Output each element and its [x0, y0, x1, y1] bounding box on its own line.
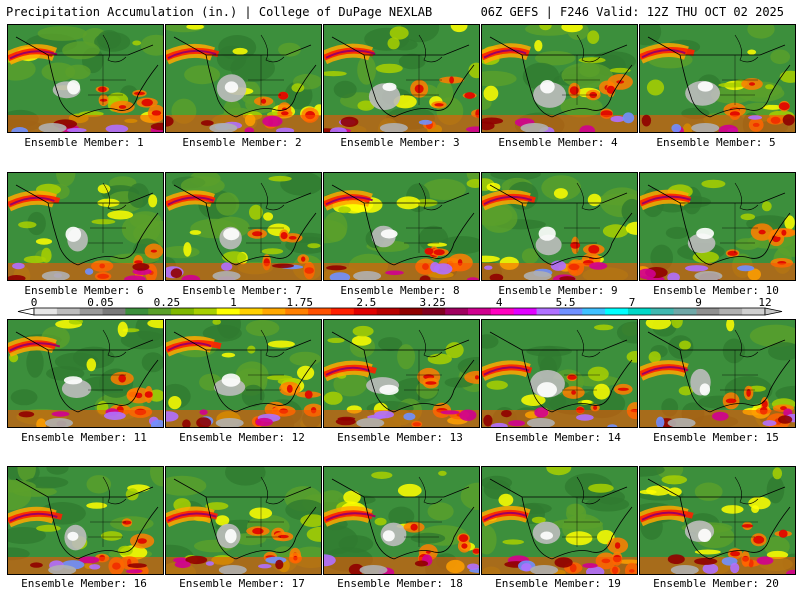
colorbar-swatch [262, 308, 286, 315]
colorbar-swatch [376, 308, 400, 315]
ensemble-member-label: Ensemble Member: 19 [495, 577, 621, 590]
ensemble-member-label: Ensemble Member: 20 [653, 577, 779, 590]
ensemble-member-label: Ensemble Member: 4 [498, 136, 618, 149]
ensemble-member-map [323, 24, 480, 133]
ensemble-member-map [481, 24, 638, 133]
colorbar-swatch [627, 308, 652, 315]
ensemble-member-map [165, 24, 322, 133]
colorbar-swatch [330, 308, 355, 315]
colorbar-tick-label: 3.25 [419, 296, 446, 309]
colorbar-tick-label: 0 [31, 296, 38, 309]
colorbar-swatch [56, 308, 81, 315]
ensemble-member-map [323, 172, 480, 281]
colorbar-swatch [285, 308, 309, 315]
colorbar-tick-label: 1 [230, 296, 237, 309]
colorbar-swatch [536, 308, 560, 315]
ensemble-member-map [165, 319, 322, 428]
ensemble-member-label: Ensemble Member: 8 [340, 284, 460, 297]
colorbar-tick-label: 7 [629, 296, 636, 309]
colorbar-swatch [171, 308, 195, 315]
ensemble-member-map [639, 319, 796, 428]
colorbar-tick-label: 0.05 [87, 296, 114, 309]
ensemble-member-label: Ensemble Member: 9 [498, 284, 618, 297]
colorbar-tick-label: 0.25 [154, 296, 181, 309]
ensemble-member-map [165, 466, 322, 575]
colorbar-swatch [559, 308, 583, 315]
colorbar-tick-label: 2.5 [356, 296, 376, 309]
map-title: Precipitation Accumulation (in.) | Colle… [6, 5, 433, 19]
ensemble-member-label: Ensemble Member: 15 [653, 431, 779, 444]
ensemble-member-label: Ensemble Member: 2 [182, 136, 302, 149]
ensemble-member-map [165, 172, 322, 281]
ensemble-member-map [639, 466, 796, 575]
colorbar-swatch [468, 308, 492, 315]
colorbar-swatch [673, 308, 697, 315]
ensemble-member-label: Ensemble Member: 10 [653, 284, 779, 297]
ensemble-member-map [7, 319, 164, 428]
ensemble-member-label: Ensemble Member: 3 [340, 136, 460, 149]
colorbar-swatch [582, 308, 606, 315]
ensemble-member-map [323, 319, 480, 428]
colorbar-swatch [308, 308, 332, 315]
ensemble-member-map [7, 466, 164, 575]
ensemble-member-label: Ensemble Member: 13 [337, 431, 463, 444]
colorbar-swatch [513, 308, 538, 315]
ensemble-member-label: Ensemble Member: 5 [656, 136, 776, 149]
ensemble-member-map [481, 319, 638, 428]
colorbar-tick-label: 5.5 [556, 296, 576, 309]
colorbar-swatch [193, 308, 218, 315]
colorbar-swatch [719, 308, 743, 315]
colorbar-tick-label: 12 [758, 296, 771, 309]
colorbar-swatch [696, 308, 720, 315]
colorbar-swatch [605, 308, 629, 315]
ensemble-member-label: Ensemble Member: 1 [24, 136, 144, 149]
ensemble-member-map [481, 172, 638, 281]
ensemble-member-label: Ensemble Member: 17 [179, 577, 305, 590]
colorbar-swatch [239, 308, 263, 315]
colorbar-left-arrow [17, 307, 35, 316]
colorbar-swatch [445, 308, 469, 315]
colorbar-swatch [422, 308, 446, 315]
ensemble-member-label: Ensemble Member: 16 [21, 577, 147, 590]
colorbar-swatch [399, 308, 423, 315]
ensemble-member-map [323, 466, 480, 575]
ensemble-member-label: Ensemble Member: 11 [21, 431, 147, 444]
ensemble-member-label: Ensemble Member: 12 [179, 431, 305, 444]
ensemble-member-label: Ensemble Member: 7 [182, 284, 302, 297]
colorbar-swatch [490, 308, 515, 315]
colorbar-swatch [742, 308, 766, 315]
colorbar-tick-label: 1.75 [287, 296, 314, 309]
ensemble-member-map [639, 24, 796, 133]
colorbar-swatch [148, 308, 172, 315]
ensemble-member-map [639, 172, 796, 281]
ensemble-member-label: Ensemble Member: 18 [337, 577, 463, 590]
ensemble-member-map [481, 466, 638, 575]
ensemble-member-map [7, 24, 164, 133]
colorbar-swatch [650, 308, 675, 315]
ensemble-member-label: Ensemble Member: 14 [495, 431, 621, 444]
colorbar-swatch [216, 308, 241, 315]
colorbar-swatch [79, 308, 104, 315]
ensemble-member-map [7, 172, 164, 281]
colorbar-right-arrow [764, 307, 783, 316]
precipitation-colorbar: 0 0.05 0.25 1 1.75 2.5 3.25 4 5.5 7 9 12 [17, 296, 783, 316]
ensemble-member-label: Ensemble Member: 6 [24, 284, 144, 297]
colorbar-swatch [102, 308, 126, 315]
colorbar-tick-label: 9 [695, 296, 702, 309]
colorbar-tick-label: 4 [496, 296, 503, 309]
colorbar-swatch [34, 308, 58, 315]
colorbar-swatch [125, 308, 149, 315]
model-run-info: 06Z GEFS | F246 Valid: 12Z THU OCT 02 20… [480, 5, 784, 19]
colorbar-swatch [353, 308, 378, 315]
